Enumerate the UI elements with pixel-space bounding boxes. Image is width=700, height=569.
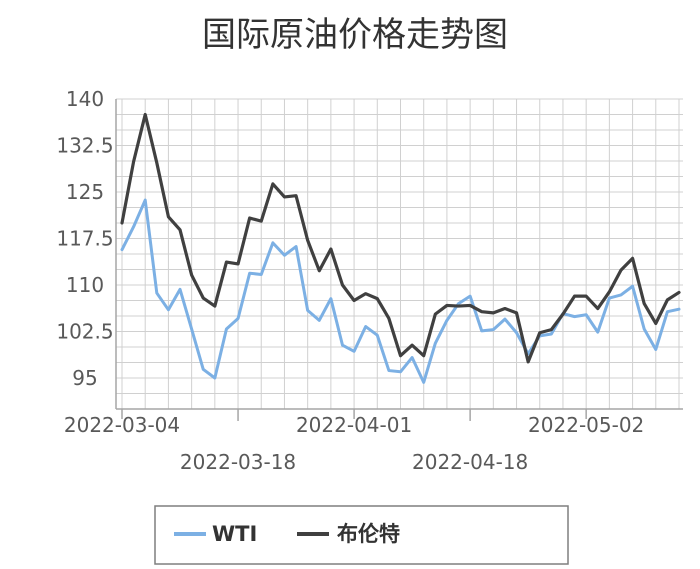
x-tick-label: 2022-05-02 [528,413,644,437]
y-tick-label: 95 [72,366,97,390]
axes: 95102.5110117.5125132.51402022-03-042022… [56,87,683,474]
x-tick-label: 2022-03-18 [180,450,296,474]
y-tick-label: 110 [66,273,104,297]
series-line-wti [120,198,681,384]
x-tick-label: 2022-03-04 [64,413,180,437]
legend-box [154,505,569,565]
y-tick-label: 140 [66,87,104,111]
x-tick-label: 2022-04-18 [412,450,528,474]
x-tick-label: 2022-04-01 [296,413,412,437]
series-line-brent [120,112,681,364]
y-tick-label: 102.5 [56,320,113,344]
legend-label-brent: 布伦特 [337,522,400,546]
chart-title: 国际原油价格走势图 [202,15,508,55]
y-tick-label: 125 [66,180,104,204]
series-lines [120,112,681,384]
y-tick-label: 117.5 [56,227,113,251]
grid [116,98,683,410]
legend: WTI 布伦特 [154,505,569,565]
y-tick-label: 132.5 [56,134,113,158]
legend-label-wti: WTI [212,522,257,546]
